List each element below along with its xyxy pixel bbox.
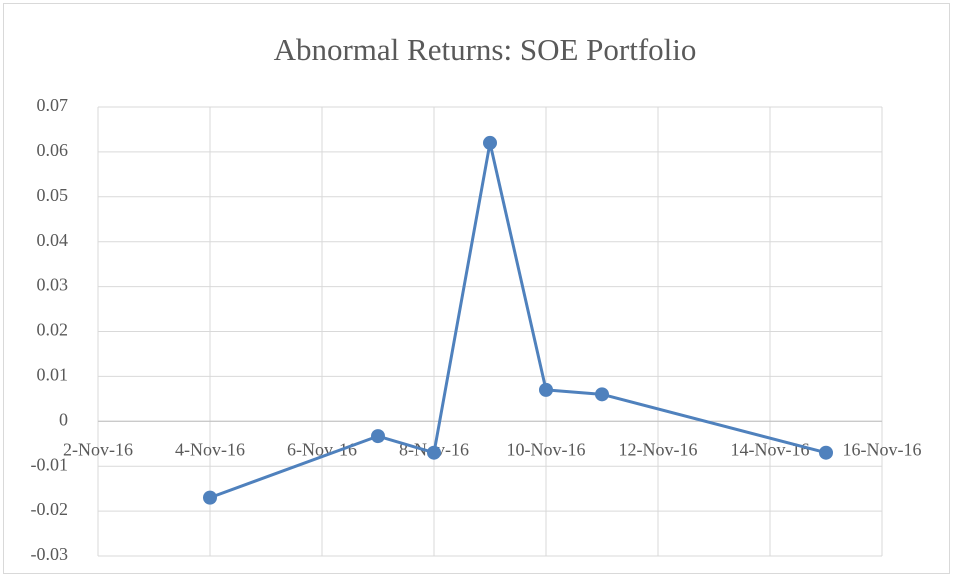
y-tick-label: 0 (59, 409, 68, 429)
x-tick-label: 16-Nov-16 (843, 439, 922, 459)
point (371, 429, 385, 444)
y-tick-label: 0.05 (37, 185, 69, 205)
x-tick-label: 6-Nov-16 (287, 439, 357, 459)
point (427, 445, 441, 460)
point (595, 387, 609, 402)
chart-title: Abnormal Returns: SOE Portfolio (274, 32, 697, 67)
x-tick-label: 14-Nov-16 (731, 439, 810, 459)
chart-border (3, 3, 950, 574)
y-tick-label: 0.04 (37, 230, 69, 250)
y-tick-label: 0.02 (37, 320, 69, 340)
y-tick-label: 0.03 (37, 275, 69, 295)
y-tick-label: -0.03 (31, 544, 69, 564)
point (483, 135, 497, 150)
y-tick-label: 0.07 (37, 95, 69, 115)
x-tick-label: 12-Nov-16 (619, 439, 698, 459)
x-tick-label: 2-Nov-16 (63, 439, 133, 459)
x-tick-label: 10-Nov-16 (507, 439, 586, 459)
x-tick-label: 4-Nov-16 (175, 439, 245, 459)
y-tick-label: -0.02 (31, 499, 69, 519)
point (819, 445, 833, 460)
point (539, 382, 553, 397)
point (203, 490, 217, 505)
y-tick-label: -0.01 (31, 454, 69, 474)
y-tick-label: 0.01 (37, 365, 69, 385)
y-tick-label: 0.06 (37, 140, 69, 160)
